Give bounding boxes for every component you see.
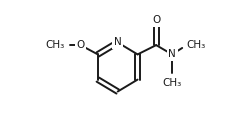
Text: O: O bbox=[152, 15, 160, 25]
Text: CH₃: CH₃ bbox=[162, 78, 182, 88]
Text: CH₃: CH₃ bbox=[187, 40, 206, 50]
Text: CH₃: CH₃ bbox=[46, 40, 65, 50]
Text: N: N bbox=[114, 38, 122, 47]
Text: O: O bbox=[76, 40, 85, 50]
Text: N: N bbox=[168, 49, 176, 59]
